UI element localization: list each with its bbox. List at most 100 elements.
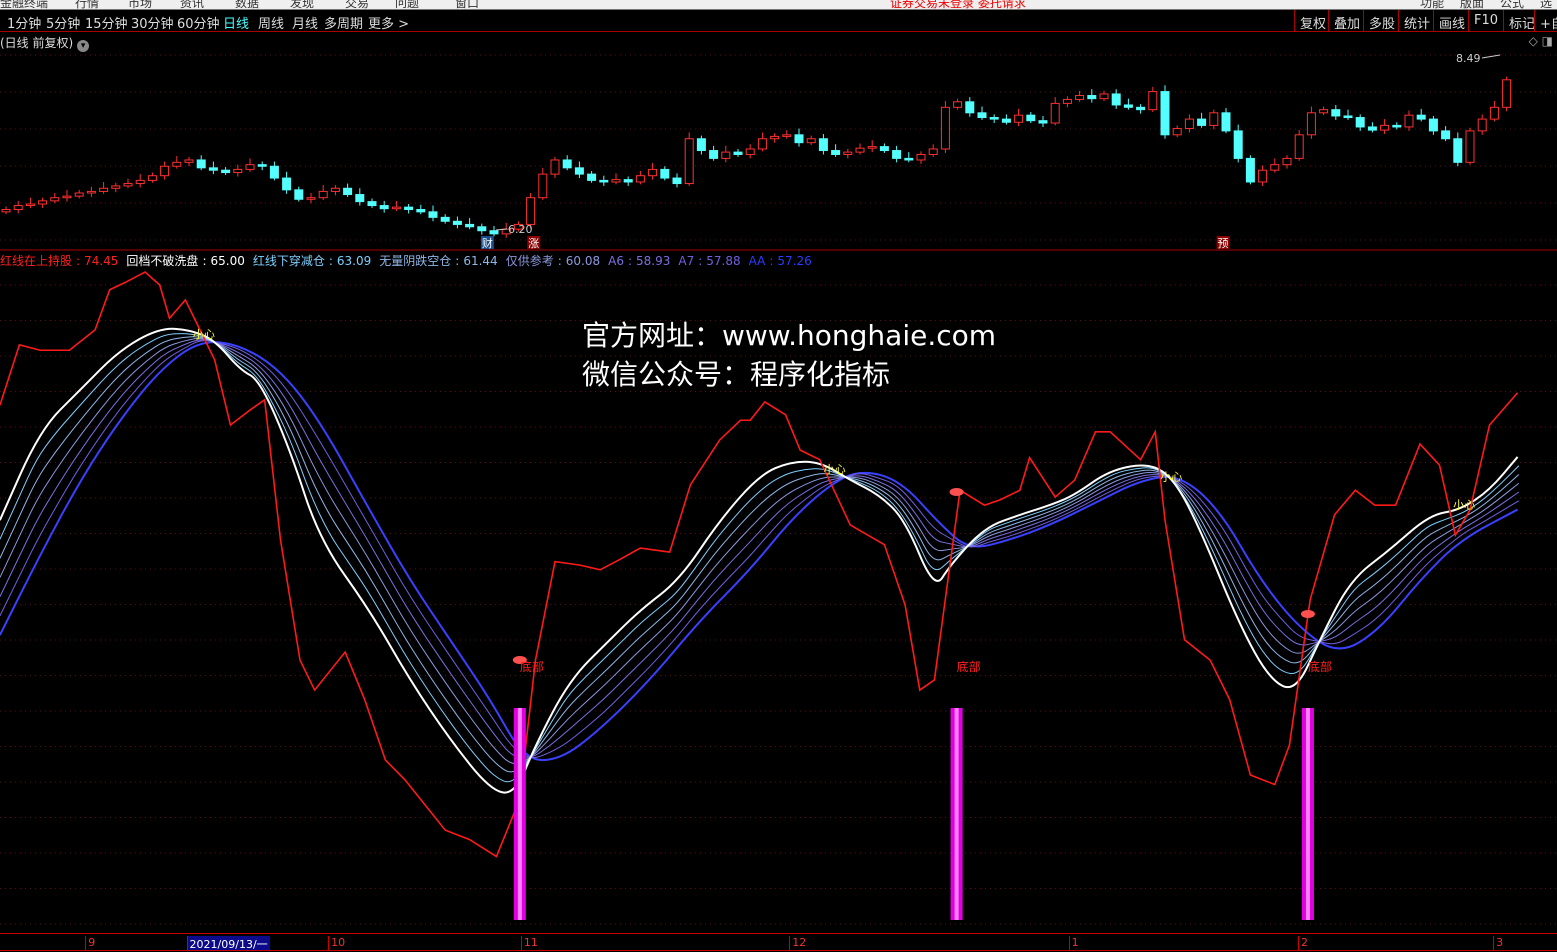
- legend-colon: :: [557, 254, 562, 268]
- diamond-icon[interactable]: ◇: [1528, 34, 1538, 48]
- period-tab[interactable]: 周线: [258, 17, 285, 32]
- menu-item[interactable]: 发现: [290, 0, 315, 10]
- toolbar-button[interactable]: 统计: [1398, 10, 1435, 32]
- panel-toggle-icon[interactable]: ◨: [1541, 34, 1553, 48]
- candle: [1465, 127, 1475, 165]
- candle-body: [1050, 102, 1060, 124]
- toolbar-button[interactable]: 画线: [1433, 10, 1470, 32]
- candle: [672, 173, 682, 188]
- candle-body: [696, 138, 706, 152]
- candle: [1245, 155, 1255, 185]
- candle: [147, 172, 157, 183]
- candle: [318, 185, 328, 201]
- period-tab[interactable]: 1分钟: [7, 17, 42, 32]
- candle-body: [38, 200, 48, 205]
- candle-body: [440, 216, 450, 222]
- candle: [440, 214, 450, 224]
- menu-item[interactable]: 行情: [75, 0, 100, 10]
- candle: [1075, 90, 1085, 102]
- period-tab[interactable]: 日线: [223, 17, 250, 32]
- candle: [660, 166, 670, 181]
- candle: [1441, 126, 1451, 142]
- candle: [1270, 158, 1280, 173]
- candle: [953, 98, 963, 110]
- candle-body: [1233, 130, 1243, 159]
- candle: [343, 183, 353, 197]
- candle-body: [599, 179, 609, 183]
- toolbar-button[interactable]: +自: [1534, 10, 1557, 32]
- candle-body: [526, 197, 536, 225]
- period-tab[interactable]: 5分钟: [46, 17, 81, 32]
- period-tab[interactable]: 60分钟: [177, 17, 220, 32]
- legend-colon: :: [76, 254, 81, 268]
- menu-item[interactable]: 选股: [1540, 0, 1553, 10]
- candle-body: [1221, 112, 1231, 132]
- period-tab[interactable]: 更多 >: [368, 17, 410, 32]
- menu-item[interactable]: 交易: [345, 0, 370, 10]
- menu-item[interactable]: 数据: [235, 0, 260, 10]
- toolbar-button[interactable]: 多股: [1363, 10, 1400, 32]
- menu-item[interactable]: 市场: [128, 0, 153, 10]
- period-tab[interactable]: 15分钟: [85, 17, 128, 32]
- menu-item[interactable]: 公式: [1500, 0, 1525, 10]
- indicator-legend: 红线在上持股:74.45 回档不破洗盘:65.00 红线下穿减仓:63.09 无量阴跌…: [0, 252, 820, 269]
- candle: [184, 156, 194, 167]
- candle-body: [916, 153, 926, 161]
- candle: [379, 200, 389, 213]
- period-tab[interactable]: 月线: [292, 17, 319, 32]
- legend-label: 回档不破洗盘: [126, 254, 199, 268]
- menu-item[interactable]: 功能: [1420, 0, 1445, 10]
- legend-value: 74.45: [84, 254, 119, 268]
- chevron-down-icon[interactable]: ▾: [77, 40, 90, 52]
- candle: [794, 128, 804, 147]
- candle-body: [684, 138, 694, 185]
- candle: [940, 101, 950, 153]
- toolbar-button[interactable]: 标记: [1503, 10, 1540, 32]
- bottom-signal-bar-highlight: [1305, 708, 1310, 920]
- candle: [269, 161, 279, 181]
- candle: [1014, 108, 1024, 127]
- menu-item[interactable]: 版面: [1460, 0, 1485, 10]
- candle: [1197, 112, 1207, 128]
- candle: [416, 204, 426, 215]
- period-tab[interactable]: 多周期: [324, 17, 364, 32]
- series-line-red: [0, 271, 1519, 858]
- candle-body: [74, 192, 84, 197]
- toolbar-button[interactable]: 复权: [1294, 10, 1331, 32]
- period-tab[interactable]: 30分钟: [131, 17, 174, 32]
- legend-colon: :: [698, 254, 703, 268]
- menu-item[interactable]: 问题: [395, 0, 420, 10]
- candle-body: [269, 165, 279, 179]
- candle: [989, 114, 999, 124]
- candle: [684, 132, 694, 186]
- toolbar-button[interactable]: 叠加: [1328, 10, 1365, 32]
- menu-item[interactable]: 资讯: [180, 0, 205, 10]
- candle-body: [233, 168, 243, 174]
- candle: [1319, 106, 1329, 116]
- candle: [50, 192, 60, 204]
- candle-body: [928, 148, 938, 155]
- candle-body: [465, 223, 475, 228]
- candle: [831, 144, 841, 157]
- toolbar-button[interactable]: F10: [1468, 10, 1503, 32]
- legend-colon: :: [202, 254, 207, 268]
- legend-label: A6: [608, 254, 624, 268]
- menu-item[interactable]: 金融终端: [0, 0, 49, 10]
- candle: [806, 135, 816, 146]
- candle-body: [1026, 114, 1036, 122]
- candle: [25, 197, 35, 208]
- candle-body: [1099, 93, 1109, 100]
- candle-body: [172, 161, 182, 167]
- candle-body: [1355, 117, 1365, 128]
- candle-body: [733, 151, 743, 155]
- candle: [1428, 115, 1438, 135]
- low-arrow: [495, 228, 508, 231]
- date-axis[interactable]: 9 10 11 12 1 2 3 2021/09/13/一: [0, 933, 1557, 951]
- candle-body: [757, 138, 767, 150]
- watermark-line-1: 官方网址：www.honghaie.com: [582, 319, 997, 352]
- date-tick: 12: [789, 936, 806, 950]
- menu-item[interactable]: 窗口: [455, 0, 480, 10]
- candle-body: [147, 175, 157, 181]
- candle-body: [1001, 118, 1011, 123]
